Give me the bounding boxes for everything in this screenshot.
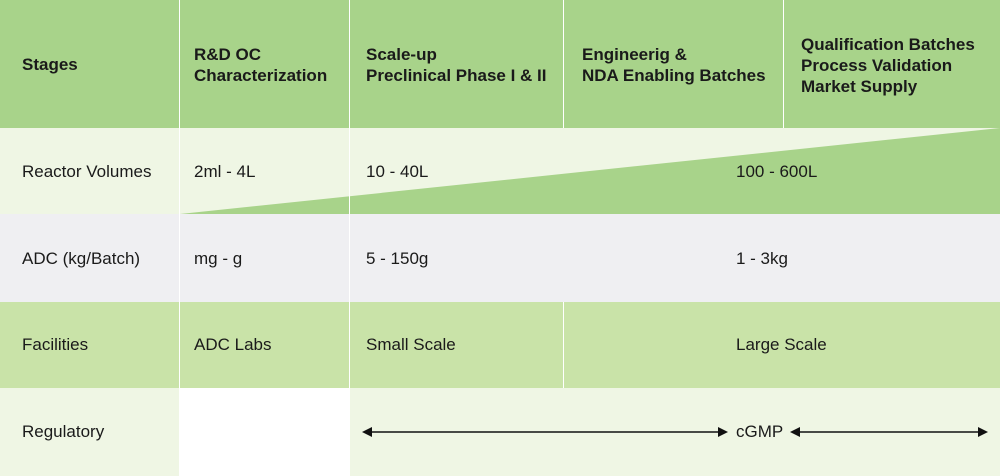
facilities-scale-up: Small Scale (366, 335, 456, 354)
facilities-large: Large Scale (736, 335, 827, 354)
reactor-volume-wedge (180, 128, 1000, 214)
adc-scale-up: 5 - 150g (366, 249, 429, 268)
double-headed-arrow-icon (362, 427, 728, 437)
adc-large: 1 - 3kg (736, 249, 788, 268)
facilities-label: Facilities (22, 335, 89, 354)
facilities-rd: ADC Labs (194, 335, 272, 354)
column-divider (349, 0, 350, 476)
regulatory-label: Regulatory (22, 422, 105, 441)
reactor-volumes-scale-up: 10 - 40L (366, 162, 429, 181)
regulatory-cgmp: cGMP (736, 422, 784, 441)
double-headed-arrow-icon (790, 427, 988, 437)
header-stages: Stages (22, 55, 78, 74)
column-divider (179, 0, 180, 476)
adc-label: ADC (kg/Batch) (22, 249, 141, 268)
adc-rd: mg - g (194, 249, 243, 268)
header-row (0, 0, 1000, 128)
header-qualification: Qualification Batches Process Validation… (801, 35, 975, 96)
facilities-row (0, 302, 1000, 388)
adc-row (0, 214, 1000, 302)
reactor-volumes-large: 100 - 600L (736, 162, 818, 181)
column-divider (783, 0, 784, 128)
header-scale-up: Scale-up Preclinical Phase I & II (366, 45, 547, 85)
header-engineering-nda: Engineerig & NDA Enabling Batches (582, 45, 766, 85)
header-rd-oc-characterization: R&D OC Characterization (194, 45, 328, 85)
column-divider (563, 0, 564, 128)
column-divider (563, 302, 564, 388)
reactor-volumes-rd: 2ml - 4L (194, 162, 256, 181)
regulatory-empty-cell (180, 388, 349, 476)
reactor-volumes-label: Reactor Volumes (22, 162, 152, 181)
